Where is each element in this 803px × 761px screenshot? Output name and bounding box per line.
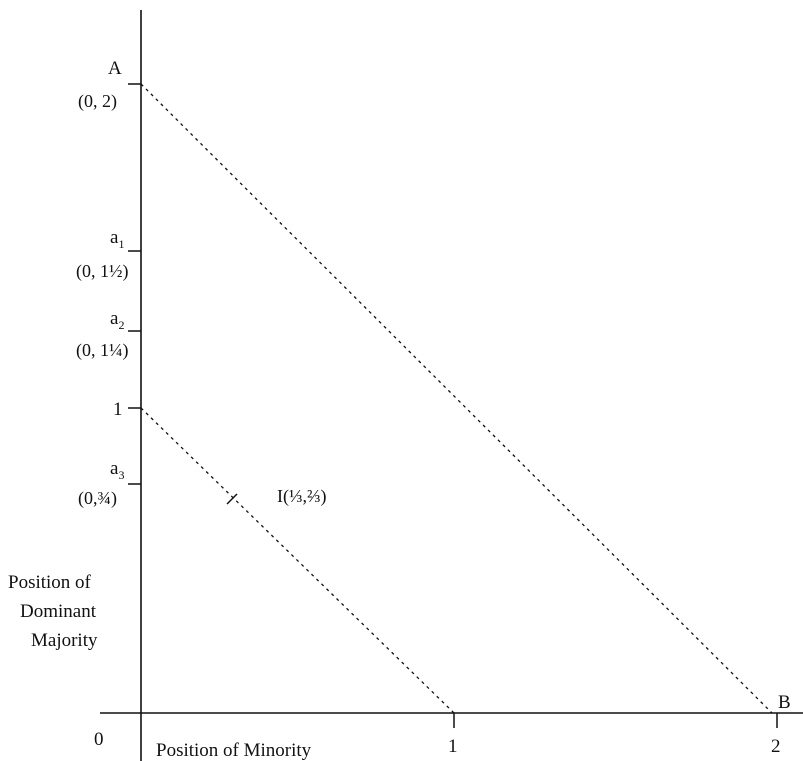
label-a2-sub: 2 [118,318,124,332]
point-I-marker [226,493,238,505]
label-A: A [108,58,122,79]
label-a1: a1 [110,227,124,251]
line-AB [140,83,773,714]
x-tick-label-1: 1 [448,736,458,757]
y-axis-title-line-3: Majority [31,630,98,651]
label-a3: a3 [110,458,124,482]
x-tick-label-2: 2 [771,736,781,757]
label-one: 1 [113,399,123,420]
label-a1-letter: a [110,227,119,248]
coord-a1: (0, 1½) [76,261,129,282]
coord-a3: (0,¾) [78,488,117,509]
label-I: I(⅓,⅔) [277,486,326,507]
label-a3-sub: 3 [118,468,124,482]
y-axis-title-line-1: Position of [8,572,92,593]
label-B: B [778,692,791,713]
coord-a2: (0, 1¼) [76,340,129,361]
y-axis-title-line-2: Dominant [20,601,97,622]
origin-label: 0 [94,729,104,750]
coord-A: (0, 2) [78,91,117,112]
label-a2: a2 [110,308,124,332]
label-a2-letter: a [110,308,119,329]
line-unit [140,407,455,714]
x-axis-title: Position of Minority [156,740,312,761]
label-a3-letter: a [110,458,119,479]
label-a1-sub: 1 [118,237,124,251]
